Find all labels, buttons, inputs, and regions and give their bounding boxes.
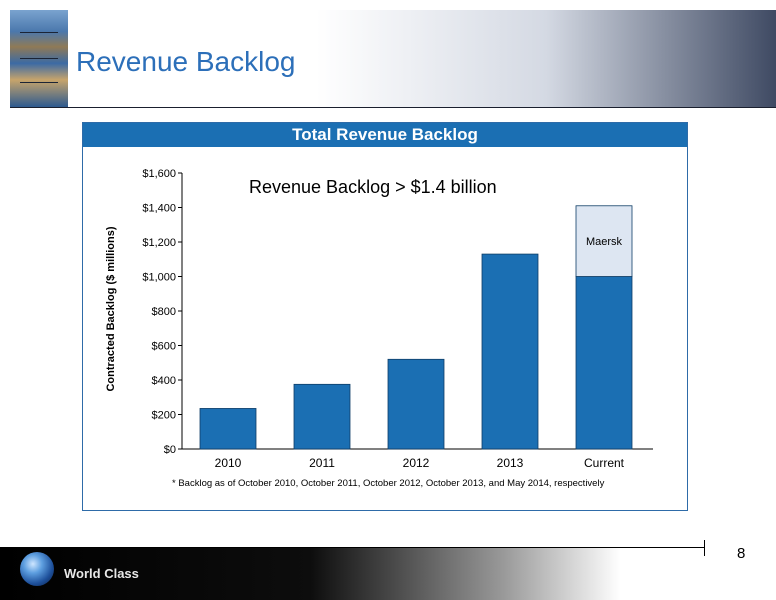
- y-tick-label: $400: [152, 375, 176, 387]
- y-tick-label: $1,200: [142, 237, 176, 249]
- bar-2013: [481, 253, 539, 450]
- y-tick-label: $0: [164, 444, 176, 456]
- backlog-bar-chart: $0 $200 $400 $600 $800 $1,000 $1,200 $1,400 $1,6…: [105, 168, 653, 489]
- y-tick-label: $1,000: [142, 272, 176, 284]
- x-tick-label: 2013: [497, 456, 524, 470]
- chart-footnote: * Backlog as of October 2010, October 20…: [172, 478, 605, 489]
- x-tick-label: 2012: [403, 456, 430, 470]
- chart-annotation: Revenue Backlog > $1.4 billion: [249, 177, 497, 197]
- bar-2012: [387, 358, 445, 450]
- chart-panel-title: Total Revenue Backlog: [83, 123, 687, 147]
- y-tick-label: $800: [152, 306, 176, 318]
- page-number: 8: [737, 545, 746, 562]
- x-tick-label: 2010: [215, 456, 242, 470]
- offshore-rig-photos: [10, 10, 68, 107]
- globe-icon: [20, 552, 54, 586]
- chart-panel: Total Revenue Backlog $0 $200 $400 $600 $800…: [82, 122, 688, 511]
- x-tick-label: Current: [584, 456, 625, 470]
- footer-tagline: World Class: [64, 566, 139, 581]
- y-tick-label: $1,600: [142, 168, 176, 180]
- bar-2011: [293, 383, 351, 450]
- x-tick-label: 2011: [309, 456, 335, 470]
- bar-2010: [199, 408, 257, 450]
- bar-current: [575, 276, 633, 450]
- slide-header: [10, 10, 776, 108]
- footer-band: [0, 547, 776, 600]
- footer-rule-tick: [704, 540, 705, 556]
- slide-title: Revenue Backlog: [76, 46, 296, 77]
- bar-maersk-segment: [575, 205, 633, 277]
- y-tick-label: $1,400: [142, 203, 176, 215]
- y-tick-label: $600: [152, 341, 176, 353]
- maersk-label: Maersk: [586, 236, 623, 248]
- y-tick-label: $200: [152, 410, 176, 422]
- footer-rule: [38, 547, 704, 548]
- y-axis-title: Contracted Backlog ($ millions): [105, 226, 117, 391]
